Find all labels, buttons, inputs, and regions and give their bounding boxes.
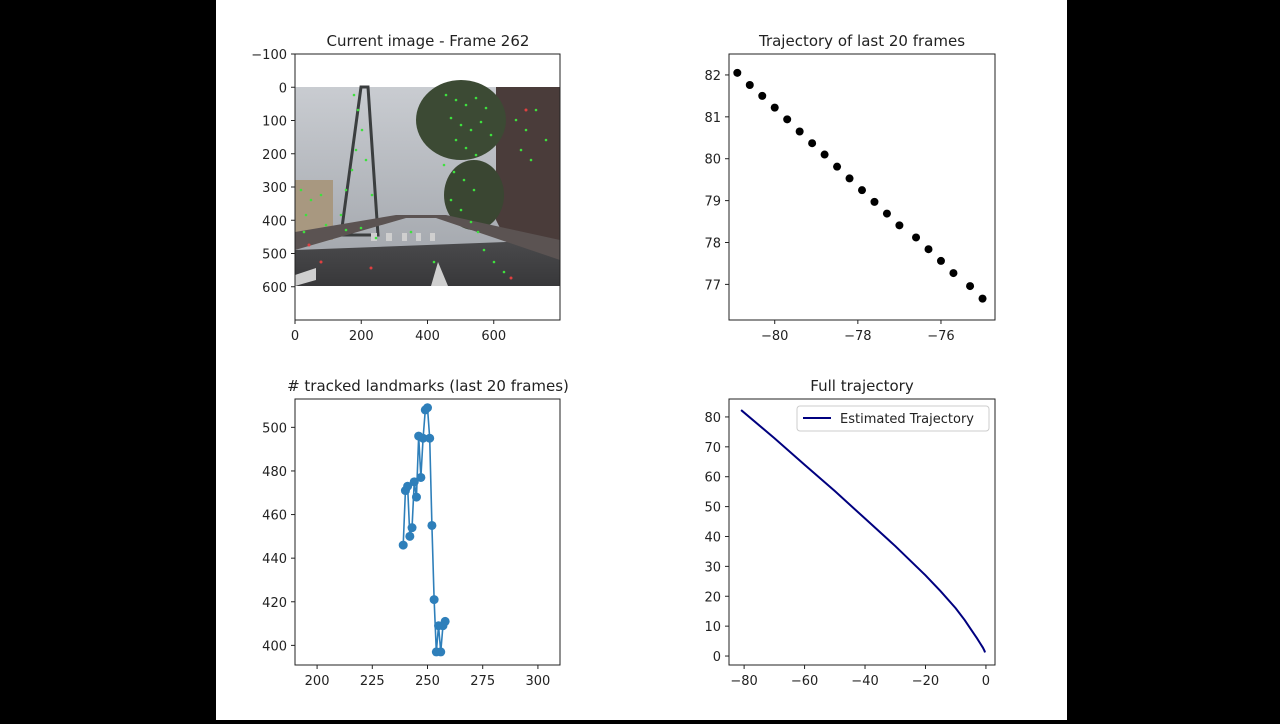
- panel-tracked-landmarks: # tracked landmarks (last 20 frames) 200…: [262, 377, 569, 689]
- svg-text:440: 440: [262, 552, 287, 567]
- feature-points: [299, 93, 548, 274]
- axes-frame: [728, 398, 996, 666]
- legend-label: Estimated Trajectory: [840, 412, 974, 427]
- svg-text:70: 70: [704, 441, 721, 456]
- svg-text:−80: −80: [730, 674, 757, 689]
- figure-svg: Current image - Frame 262: [251, 32, 996, 689]
- svg-text:300: 300: [526, 674, 551, 689]
- panel-title: # tracked landmarks (last 20 frames): [287, 377, 569, 395]
- svg-text:−40: −40: [851, 674, 878, 689]
- svg-text:−20: −20: [912, 674, 939, 689]
- panel-title: Trajectory of last 20 frames: [758, 32, 965, 50]
- svg-text:80: 80: [704, 411, 721, 426]
- svg-text:0: 0: [279, 81, 287, 96]
- axis-ticks: 200 225 250 275 300 400 420 440 460 480 500: [262, 421, 550, 689]
- axis-ticks: 0 200 400 600 −100 0 100 200 300 400 500 600: [251, 48, 506, 344]
- axis-ticks: −80 −60 −40 −20 0 0 10 20 30 40 50 60 70 80: [704, 411, 990, 689]
- panel-trajectory-last-20: Trajectory of last 20 frames −80 −78 −76 77…: [704, 32, 996, 344]
- svg-text:79: 79: [704, 195, 721, 210]
- axis-ticks: −80 −78 −76 77 78 79 80 81 82: [704, 69, 954, 344]
- trajectory-line: [740, 409, 986, 653]
- svg-text:600: 600: [481, 329, 506, 344]
- svg-text:200: 200: [305, 674, 330, 689]
- svg-text:225: 225: [360, 674, 385, 689]
- svg-text:81: 81: [704, 111, 721, 126]
- figure-canvas: Current image - Frame 262: [216, 0, 1067, 720]
- svg-text:50: 50: [704, 501, 721, 516]
- svg-text:−60: −60: [791, 674, 818, 689]
- panel-title: Full trajectory: [810, 377, 914, 395]
- landmark-series: [398, 403, 450, 657]
- svg-text:275: 275: [470, 674, 495, 689]
- legend: Estimated Trajectory: [796, 405, 990, 432]
- panel-title: Current image - Frame 262: [327, 32, 530, 50]
- svg-text:60: 60: [704, 471, 721, 486]
- svg-text:82: 82: [704, 69, 721, 84]
- svg-text:100: 100: [262, 115, 287, 130]
- svg-text:200: 200: [262, 148, 287, 163]
- svg-text:460: 460: [262, 509, 287, 524]
- svg-text:40: 40: [704, 530, 721, 545]
- svg-text:−80: −80: [761, 329, 788, 344]
- svg-text:500: 500: [262, 248, 287, 263]
- axes-frame: [728, 53, 996, 321]
- panel-current-image: Current image - Frame 262: [251, 32, 561, 344]
- svg-text:−78: −78: [844, 329, 871, 344]
- svg-text:30: 30: [704, 560, 721, 575]
- svg-text:400: 400: [262, 639, 287, 654]
- camera-image: [295, 80, 560, 286]
- svg-text:250: 250: [415, 674, 440, 689]
- svg-text:0: 0: [713, 650, 721, 665]
- svg-text:80: 80: [704, 153, 721, 168]
- svg-text:0: 0: [982, 674, 990, 689]
- svg-text:600: 600: [262, 281, 287, 296]
- svg-text:0: 0: [291, 329, 299, 344]
- svg-text:200: 200: [349, 329, 374, 344]
- svg-text:20: 20: [704, 590, 721, 605]
- scatter-points: [733, 68, 987, 303]
- svg-text:300: 300: [262, 181, 287, 196]
- svg-text:500: 500: [262, 421, 287, 436]
- svg-text:420: 420: [262, 596, 287, 611]
- svg-text:78: 78: [704, 237, 721, 252]
- svg-text:480: 480: [262, 465, 287, 480]
- svg-text:10: 10: [704, 620, 721, 635]
- svg-text:−100: −100: [251, 48, 287, 63]
- svg-text:−76: −76: [927, 329, 954, 344]
- svg-text:77: 77: [704, 278, 721, 293]
- panel-full-trajectory: Full trajectory −80 −60 −40 −20 0 0 10 20 30 40 50…: [704, 377, 996, 689]
- svg-text:400: 400: [262, 214, 287, 229]
- svg-text:400: 400: [415, 329, 440, 344]
